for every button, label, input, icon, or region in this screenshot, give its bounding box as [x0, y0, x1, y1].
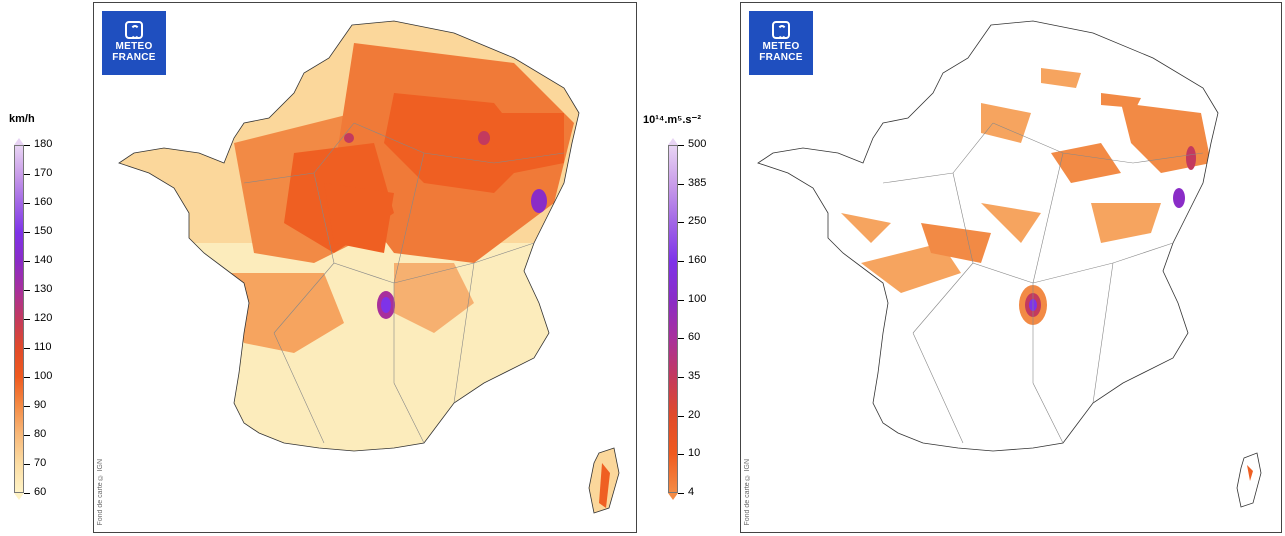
energy-map-panel: METEO FRANCE Fond de carte © IGN	[740, 2, 1282, 533]
energy-legend-tick-label: 10	[688, 447, 701, 460]
energy-legend-tickmark	[678, 493, 684, 494]
map-credit: Fond de carte © IGN	[97, 459, 104, 526]
logo-line1: METEO	[115, 41, 153, 52]
energy-legend-tickmark	[678, 183, 684, 185]
meteo-france-emblem-icon	[772, 21, 790, 39]
energy-legend-tick-label: 500	[688, 138, 707, 150]
energy-legend-tickmark	[678, 415, 684, 417]
wind-legend-tickmark	[24, 464, 30, 465]
energy-legend-tick-label: 60	[688, 331, 701, 344]
wind-legend-tick-label: 80	[34, 428, 47, 440]
legend-bottom-arrow	[14, 493, 24, 500]
wind-legend-tick-label: 130	[34, 283, 53, 295]
wind-legend-tickmark	[24, 232, 30, 233]
wind-legend-tick-label: 180	[34, 138, 53, 150]
energy-legend-tickmark	[678, 261, 684, 262]
wind-legend-tickmark	[24, 174, 30, 175]
wind-legend-tickmark	[24, 435, 30, 436]
meteo-france-logo: METEO FRANCE	[102, 11, 166, 75]
energy-legend-tickmark	[678, 222, 684, 224]
energy-legend-unit: 10¹⁴.m⁵.s⁻²	[643, 114, 701, 126]
wind-legend-tickmark	[24, 261, 30, 262]
energy-legend-tickmark	[678, 454, 684, 456]
energy-legend-tickmark	[678, 145, 684, 146]
wind-legend-tick-label: 140	[34, 254, 53, 266]
energy-legend-tick-label: 4	[688, 486, 695, 498]
wind-legend-tick-label: 70	[34, 457, 47, 469]
wind-legend-tickmark	[24, 348, 30, 349]
energy-legend-tick-label: 250	[688, 215, 707, 228]
wind-legend-tick-label: 170	[34, 167, 53, 179]
wind-legend-tick-label: 120	[34, 312, 53, 324]
energy-colorbar	[668, 145, 678, 493]
energy-legend-tickmark	[678, 299, 684, 301]
energy-legend-tickmark	[678, 338, 684, 340]
meteo-france-emblem-icon	[125, 21, 143, 39]
wind-legend-tick-label: 90	[34, 399, 47, 411]
energy-legend-tickmark	[678, 377, 684, 378]
logo-line2: FRANCE	[112, 52, 156, 63]
wind-legend-tick-label: 100	[34, 370, 53, 382]
wind-legend-tickmark	[24, 290, 30, 291]
wind-colorbar	[14, 145, 24, 493]
wind-legend-tick-label: 150	[34, 225, 53, 237]
energy-legend-tick-label: 100	[688, 292, 707, 305]
energy-legend-tick-label: 20	[688, 408, 701, 421]
wind-legend-tick-label: 160	[34, 196, 53, 208]
wind-legend-tickmark	[24, 406, 30, 407]
france-wind-map	[118, 20, 620, 514]
wind-legend-tickmark	[24, 493, 30, 494]
wind-legend-tickmark	[24, 145, 30, 146]
wind-legend-tick-label: 110	[34, 341, 52, 353]
wind-legend-tickmark	[24, 319, 30, 320]
wind-legend-tickmark	[24, 377, 30, 378]
legend-top-arrow	[14, 138, 24, 145]
legend-bottom-arrow	[668, 493, 678, 500]
wind-legend-tick-label: 60	[34, 486, 47, 498]
energy-legend-tick-label: 35	[688, 370, 701, 382]
energy-legend: 10¹⁴.m⁵.s⁻² 500 385 250 160 100 60 35 20 10 4	[637, 110, 740, 510]
wind-legend-tickmark	[24, 203, 30, 204]
energy-legend-tick-label: 160	[688, 254, 707, 266]
meteo-france-logo: METEO FRANCE	[749, 11, 813, 75]
legend-top-arrow	[668, 138, 678, 145]
logo-line2: FRANCE	[759, 52, 803, 63]
map-credit: Fond de carte © IGN	[744, 459, 751, 526]
wind-speed-legend: km/h 180 170 160 150 140 130 120 110 100 90 80 70 60	[0, 110, 92, 510]
logo-line1: METEO	[762, 41, 800, 52]
wind-legend-unit: km/h	[9, 113, 35, 125]
france-energy-map	[757, 20, 1262, 508]
wind-gust-map-panel: METEO FRANCE Fond de carte © IGN	[93, 2, 637, 533]
energy-legend-tick-label: 385	[688, 176, 707, 189]
